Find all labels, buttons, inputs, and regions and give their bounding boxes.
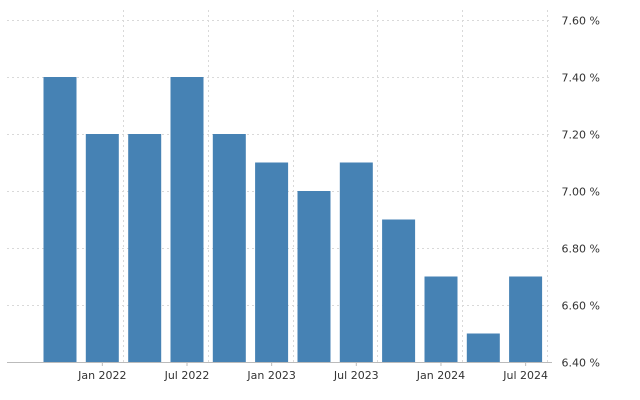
x-axis: Jan 2022 Jul 2022 Jan 2023 Jul 2023 Jan 2024… (7, 362, 552, 382)
x-tick-label: Jan 2022 (77, 369, 126, 382)
bar (297, 191, 331, 362)
bar (85, 134, 119, 362)
bar (509, 276, 543, 362)
y-tick-label: 6.60 % (562, 300, 600, 313)
x-tick-label: Jul 2024 (502, 369, 548, 382)
y-tick-label: 7.00 % (562, 186, 600, 199)
bar (424, 276, 458, 362)
y-tick-label: 6.80 % (562, 243, 600, 256)
y-tick-label: 7.20 % (562, 129, 600, 142)
y-axis: 7.60 % 7.40 % 7.20 % 7.00 % 6.80 % 6.60 % 6.40… (562, 15, 600, 370)
x-tick-label: Jul 2022 (164, 369, 210, 382)
bar (466, 333, 500, 362)
bar (339, 162, 373, 362)
bar (255, 162, 289, 362)
bar (212, 134, 246, 362)
bar (128, 134, 162, 362)
y-tick-label: 7.40 % (562, 72, 600, 85)
bars (43, 77, 543, 362)
y-tick-label: 7.60 % (562, 15, 600, 28)
x-tick-label: Jan 2024 (416, 369, 465, 382)
bar (170, 77, 204, 362)
bar (43, 77, 77, 362)
y-tick-label: 6.40 % (562, 357, 600, 370)
bar (382, 219, 416, 362)
x-tick-label: Jan 2023 (246, 369, 295, 382)
x-tick-label: Jul 2023 (333, 369, 379, 382)
